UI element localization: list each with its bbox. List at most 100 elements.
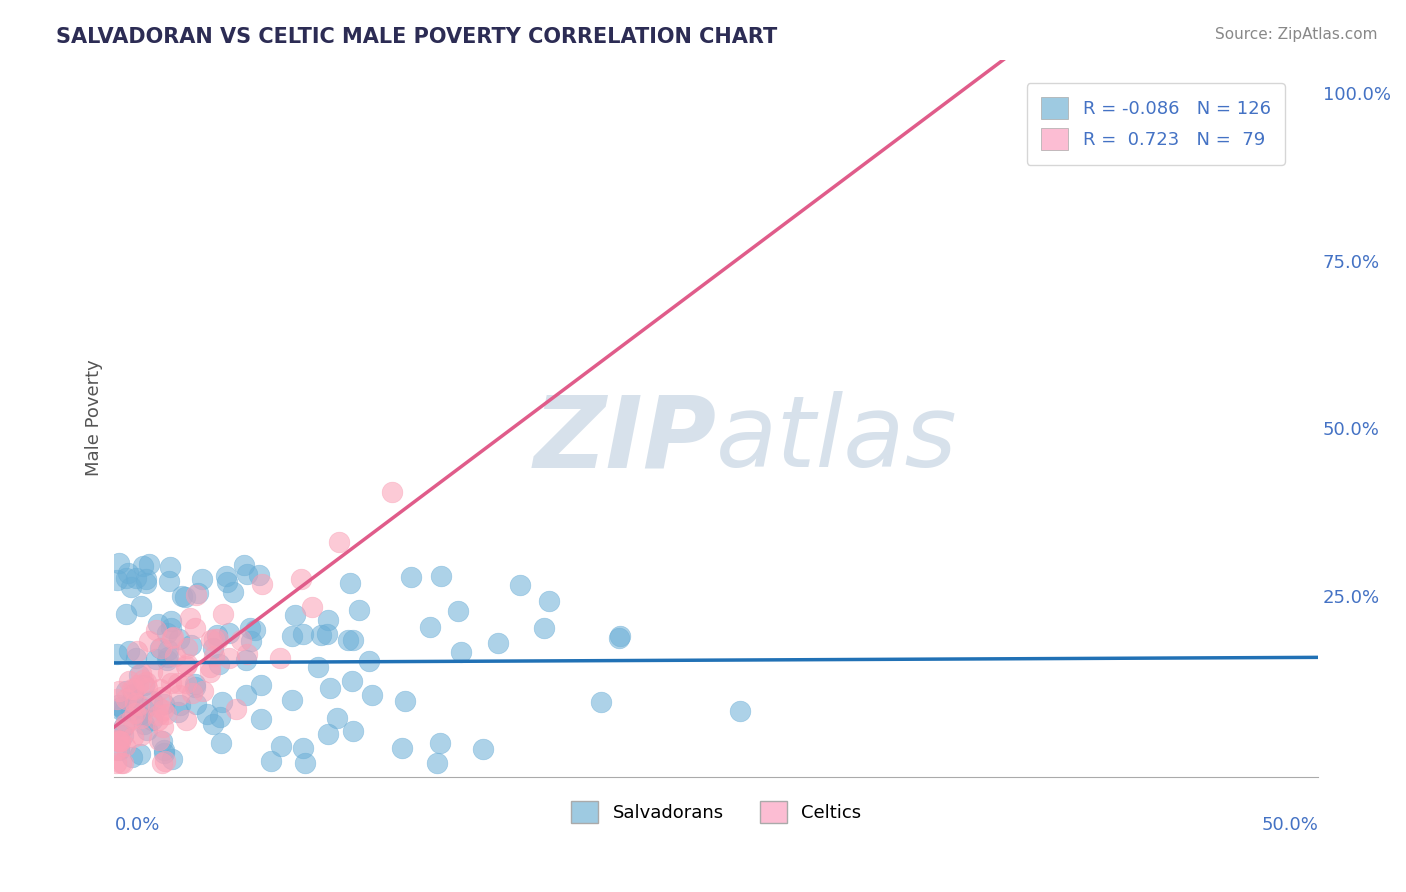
Point xyxy=(162,630,184,644)
Point xyxy=(217,575,239,590)
Point xyxy=(233,558,256,572)
Point xyxy=(208,657,231,671)
Point xyxy=(115,692,138,706)
Point xyxy=(153,697,176,711)
Point xyxy=(426,756,449,771)
Point xyxy=(152,720,174,734)
Point xyxy=(167,632,190,646)
Point xyxy=(319,681,342,696)
Point xyxy=(211,695,233,709)
Point xyxy=(202,632,225,646)
Point xyxy=(131,599,153,614)
Point xyxy=(337,632,360,647)
Point xyxy=(146,714,169,728)
Point xyxy=(148,732,170,747)
Point xyxy=(141,714,163,728)
Point xyxy=(191,683,214,698)
Point xyxy=(471,742,494,756)
Point xyxy=(114,715,136,730)
Point xyxy=(301,599,323,614)
Point xyxy=(509,578,531,592)
Point xyxy=(222,585,245,599)
Point xyxy=(160,676,183,690)
Text: 0.0%: 0.0% xyxy=(114,816,160,834)
Point xyxy=(118,644,141,658)
Point xyxy=(150,690,173,704)
Point xyxy=(179,611,201,625)
Point xyxy=(342,673,364,688)
Point xyxy=(730,704,752,718)
Point xyxy=(115,607,138,621)
Point xyxy=(153,743,176,757)
Point xyxy=(128,707,150,722)
Point xyxy=(235,653,257,667)
Point xyxy=(129,711,152,725)
Point xyxy=(132,702,155,716)
Point xyxy=(132,717,155,731)
Point xyxy=(450,645,472,659)
Point xyxy=(108,733,131,747)
Point xyxy=(138,558,160,572)
Point xyxy=(201,640,224,655)
Point xyxy=(609,628,631,642)
Point xyxy=(399,570,422,584)
Point xyxy=(325,711,347,725)
Point xyxy=(152,703,174,717)
Point xyxy=(165,648,187,663)
Point xyxy=(121,681,143,696)
Point xyxy=(146,700,169,714)
Point xyxy=(250,712,273,726)
Point xyxy=(202,648,225,663)
Text: 50.0%: 50.0% xyxy=(1261,816,1319,834)
Point xyxy=(215,569,238,583)
Point xyxy=(105,573,128,587)
Point xyxy=(110,734,132,748)
Point xyxy=(486,635,509,649)
Point xyxy=(141,665,163,679)
Point xyxy=(145,623,167,637)
Point xyxy=(105,742,128,756)
Point xyxy=(309,628,332,642)
Point xyxy=(361,688,384,702)
Point xyxy=(198,665,221,680)
Point xyxy=(110,703,132,717)
Point xyxy=(280,629,302,643)
Point xyxy=(394,694,416,708)
Point xyxy=(180,638,202,652)
Point xyxy=(538,594,561,608)
Point xyxy=(146,616,169,631)
Point xyxy=(391,741,413,756)
Y-axis label: Male Poverty: Male Poverty xyxy=(86,359,103,476)
Point xyxy=(128,698,150,713)
Point xyxy=(129,728,152,742)
Point xyxy=(120,581,142,595)
Point xyxy=(249,678,271,692)
Point xyxy=(118,673,141,688)
Point xyxy=(150,734,173,748)
Point xyxy=(218,651,240,665)
Point xyxy=(112,727,135,741)
Point xyxy=(281,693,304,707)
Point xyxy=(169,688,191,702)
Point xyxy=(114,571,136,585)
Point xyxy=(141,693,163,707)
Point xyxy=(121,687,143,701)
Point xyxy=(129,665,152,680)
Point xyxy=(157,643,180,657)
Point xyxy=(270,739,292,754)
Point xyxy=(238,621,260,635)
Point xyxy=(166,676,188,690)
Text: Source: ZipAtlas.com: Source: ZipAtlas.com xyxy=(1215,27,1378,42)
Point xyxy=(174,590,197,604)
Point xyxy=(107,698,129,713)
Point xyxy=(114,739,136,753)
Point xyxy=(205,628,228,642)
Point xyxy=(128,668,150,682)
Point xyxy=(212,607,235,621)
Point xyxy=(260,754,283,768)
Point xyxy=(176,641,198,656)
Point xyxy=(121,750,143,764)
Point xyxy=(209,736,232,750)
Point xyxy=(157,665,180,680)
Point xyxy=(105,733,128,747)
